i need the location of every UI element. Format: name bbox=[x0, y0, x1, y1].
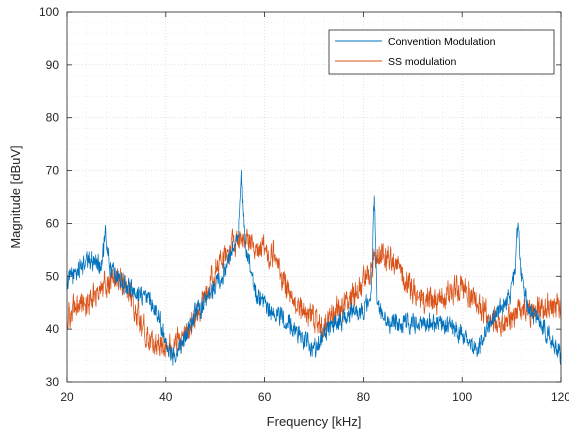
y-tick-label: 90 bbox=[46, 58, 60, 72]
y-tick-label: 30 bbox=[46, 375, 60, 389]
x-tick-label: 100 bbox=[452, 390, 472, 404]
ticks: 20 40 60 80 100 120 30 40 50 60 70 80 90 100 bbox=[39, 5, 569, 404]
legend: Convention Modulation SS modulation bbox=[328, 29, 555, 75]
series-layer bbox=[66, 169, 562, 366]
y-tick-label: 60 bbox=[46, 216, 60, 230]
legend-box bbox=[328, 29, 555, 75]
y-tick-label: 80 bbox=[46, 111, 60, 125]
y-tick-label: 50 bbox=[46, 269, 60, 283]
x-tick-label: 40 bbox=[159, 390, 173, 404]
series-ss-modulation bbox=[66, 228, 562, 360]
plot-frame bbox=[66, 11, 562, 383]
x-axis-label: Frequency [kHz] bbox=[267, 414, 362, 429]
legend-label-ss: SS modulation bbox=[388, 56, 456, 68]
y-tick-label: 40 bbox=[46, 322, 60, 336]
x-tick-label: 60 bbox=[258, 390, 272, 404]
x-tick-label: 80 bbox=[357, 390, 371, 404]
y-tick-label: 70 bbox=[46, 164, 60, 178]
x-tick-label: 120 bbox=[551, 390, 569, 404]
y-axis-label: Magnitude [dBuV] bbox=[8, 145, 23, 248]
x-tick-label: 20 bbox=[60, 390, 74, 404]
series-convention-modulation bbox=[66, 169, 562, 366]
y-tick-label: 100 bbox=[39, 5, 59, 19]
legend-label-convention: Convention Modulation bbox=[388, 36, 496, 48]
